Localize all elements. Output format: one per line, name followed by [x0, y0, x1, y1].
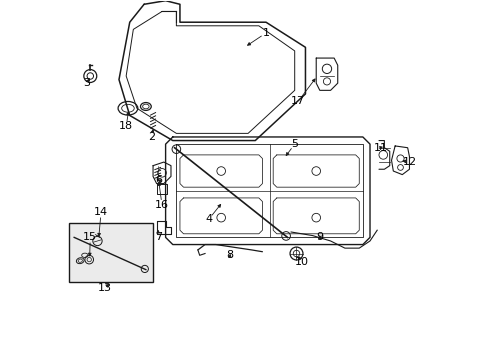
Text: 5: 5	[291, 139, 298, 149]
Text: 17: 17	[291, 96, 305, 106]
Text: 10: 10	[294, 257, 308, 267]
Text: 1: 1	[262, 28, 269, 38]
Text: 16: 16	[155, 200, 169, 210]
Text: 14: 14	[94, 207, 108, 217]
Text: 9: 9	[316, 232, 323, 242]
Text: 13: 13	[98, 283, 111, 293]
Text: 7: 7	[155, 232, 162, 242]
Text: 6: 6	[155, 175, 162, 185]
Text: 11: 11	[373, 143, 387, 153]
Text: 8: 8	[226, 250, 233, 260]
Text: 18: 18	[119, 121, 133, 131]
Text: 4: 4	[204, 215, 212, 224]
Text: 3: 3	[83, 78, 90, 88]
Text: 15: 15	[83, 232, 97, 242]
Text: 12: 12	[402, 157, 416, 167]
FancyBboxPatch shape	[69, 223, 153, 282]
Text: 2: 2	[147, 132, 155, 142]
